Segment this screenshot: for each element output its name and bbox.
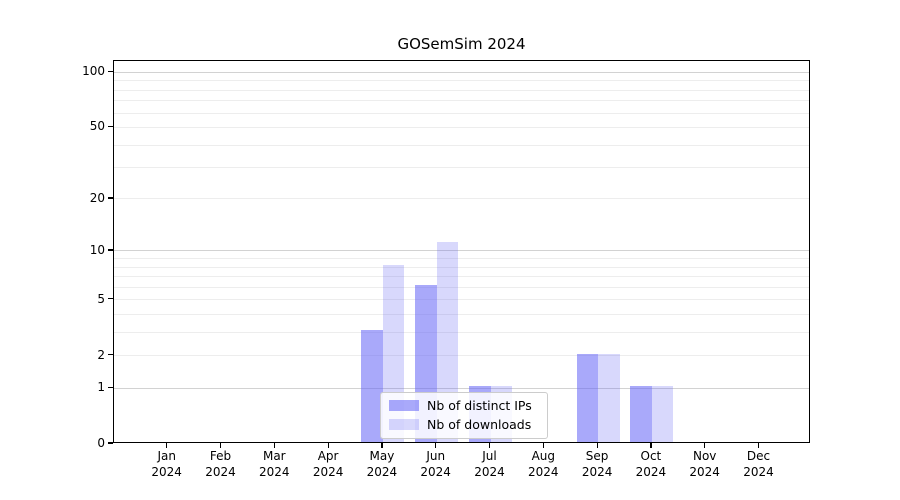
x-tick-label-may: May 2024 [366, 449, 398, 479]
legend-item-downloads: Nb of downloads [389, 417, 539, 432]
gridline-20 [114, 198, 809, 200]
legend-label-downloads: Nb of downloads [427, 417, 532, 432]
x-tick-label-feb: Feb 2024 [205, 449, 236, 479]
x-tick-label-aug: Aug 2024 [528, 449, 559, 479]
bar-oct-downloads [651, 386, 674, 442]
y-tick-label-100: 100 [82, 64, 105, 79]
bar-oct-ips [630, 386, 652, 442]
gridline-1 [114, 387, 809, 389]
y-tick-label-1: 1 [97, 380, 105, 395]
x-tick-label-nov: Nov 2024 [689, 449, 720, 479]
legend-swatch-distinct-ips [389, 400, 419, 411]
x-tick-label-apr: Apr 2024 [312, 449, 344, 479]
bars-layer [114, 61, 809, 442]
bar-jun-downloads [436, 241, 459, 442]
x-tick-mark-feb [219, 443, 222, 448]
y-tick-mark-0 [108, 442, 113, 444]
gridline-30 [114, 167, 809, 169]
grid-layer [114, 61, 809, 442]
y-tick-label-5: 5 [97, 291, 105, 306]
x-tick-label-jul: Jul 2024 [474, 449, 505, 479]
bar-sep-ips [576, 353, 599, 442]
y-tick-mark-20 [108, 197, 113, 199]
x-tick-mark-jun [435, 443, 437, 448]
y-tick-label-2: 2 [97, 347, 105, 362]
gridline-10 [114, 250, 809, 252]
gridline-5 [114, 299, 809, 301]
x-tick-mark-oct [650, 443, 652, 448]
gridline-60 [114, 112, 809, 114]
y-tick-mark-100 [108, 70, 113, 73]
y-tick-label-50: 50 [89, 119, 105, 134]
gridline-6 [114, 286, 809, 288]
x-tick-mark-dec [757, 443, 760, 448]
x-tick-label-oct: Oct 2024 [635, 449, 667, 479]
chart-title: GOSemSim 2024 [397, 35, 526, 53]
y-tick-mark-10 [108, 249, 113, 251]
plot-area: Nb of distinct IPs Nb of downloads [113, 60, 810, 443]
bar-sep-downloads [598, 353, 620, 442]
y-tick-mark-1 [108, 386, 113, 388]
x-tick-mark-jul [488, 443, 491, 448]
x-tick-mark-mar [273, 443, 275, 448]
gridline-8 [114, 266, 809, 268]
x-tick-label-jan: Jan 2024 [151, 449, 182, 479]
gridline-50 [114, 126, 809, 128]
legend: Nb of distinct IPs Nb of downloads [380, 392, 548, 439]
x-tick-mark-apr [327, 443, 329, 448]
y-tick-label-20: 20 [89, 190, 105, 205]
y-tick-mark-50 [108, 125, 113, 128]
x-tick-label-dec: Dec 2024 [743, 449, 774, 479]
y-tick-mark-2 [108, 353, 113, 356]
gridline-40 [114, 144, 809, 146]
gridline-70 [114, 100, 809, 102]
y-tick-mark-5 [108, 298, 113, 300]
legend-label-distinct-ips: Nb of distinct IPs [427, 398, 532, 413]
legend-swatch-downloads [389, 419, 419, 430]
y-tick-label-0: 0 [97, 436, 105, 450]
x-tick-mark-aug [542, 443, 544, 448]
gridline-4 [114, 313, 809, 315]
gridline-3 [114, 331, 809, 333]
gridline-9 [114, 258, 809, 260]
gridline-90 [114, 80, 809, 82]
x-tick-label-mar: Mar 2024 [259, 449, 290, 479]
y-tick-label-10: 10 [89, 242, 105, 257]
x-tick-mark-may [381, 443, 383, 448]
gridline-100 [114, 71, 809, 73]
x-tick-mark-sep [596, 443, 598, 448]
x-tick-label-sep: Sep 2024 [581, 449, 613, 479]
gridline-2 [114, 355, 809, 357]
x-tick-label-jun: Jun 2024 [420, 449, 451, 479]
x-tick-mark-nov [704, 443, 706, 448]
legend-item-distinct-ips: Nb of distinct IPs [389, 398, 539, 413]
gridline-7 [114, 276, 809, 278]
gridline-80 [114, 89, 809, 91]
bar-may-ips [361, 330, 383, 442]
x-tick-mark-jan [166, 443, 168, 448]
